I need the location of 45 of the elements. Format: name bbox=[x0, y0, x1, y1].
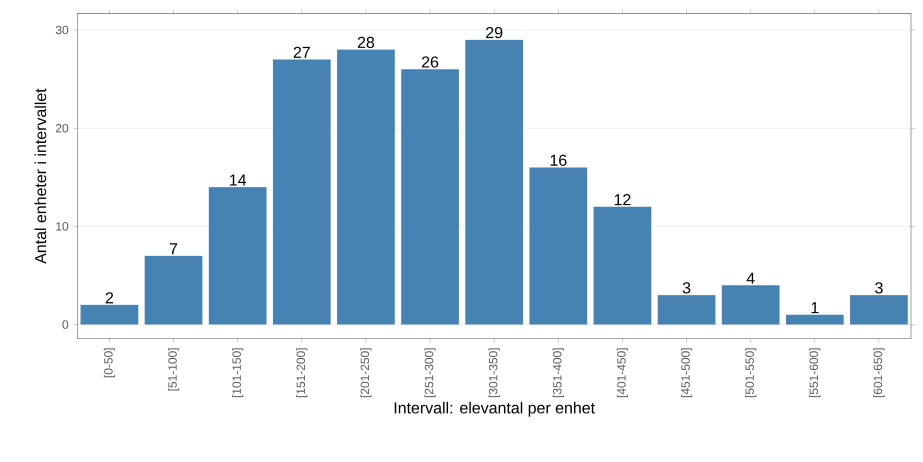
y-tick-label: 30 bbox=[56, 26, 68, 35]
data-label: 4 bbox=[746, 272, 755, 284]
y-tick-label: 0 bbox=[62, 320, 68, 330]
x-axis-title: Intervall: elevantal per enhet bbox=[394, 402, 595, 417]
y-tick-label: 10 bbox=[56, 222, 68, 231]
data-label: 3 bbox=[875, 282, 883, 294]
x-tick-label: [351-400] bbox=[552, 348, 564, 398]
bar bbox=[337, 50, 395, 325]
bar bbox=[786, 314, 844, 325]
x-tick-label: [151-200] bbox=[296, 348, 308, 398]
data-label: 29 bbox=[486, 27, 502, 38]
data-label: 27 bbox=[294, 46, 310, 58]
x-tick-label: [401-450] bbox=[616, 348, 628, 398]
bar bbox=[850, 295, 908, 325]
data-label: 3 bbox=[682, 282, 690, 294]
bar bbox=[529, 168, 588, 325]
data-label: 26 bbox=[422, 56, 438, 68]
x-tick-label: [601-650] bbox=[873, 348, 885, 398]
data-label: 2 bbox=[106, 292, 114, 304]
bar bbox=[80, 305, 138, 325]
data-label: 7 bbox=[170, 244, 178, 254]
data-label: 1 bbox=[812, 302, 818, 314]
data-label: 16 bbox=[550, 154, 566, 166]
x-tick-label: [301-350] bbox=[488, 348, 500, 398]
bar bbox=[272, 60, 331, 325]
bar bbox=[722, 286, 780, 325]
bar bbox=[401, 70, 459, 325]
data-label: 14 bbox=[230, 174, 246, 186]
data-label: 12 bbox=[614, 194, 630, 206]
bar bbox=[465, 40, 524, 325]
y-tick-label: 20 bbox=[56, 124, 68, 133]
bar bbox=[658, 295, 716, 325]
y-axis-title: Antal enheter i intervallet bbox=[34, 88, 46, 264]
bar bbox=[594, 206, 652, 325]
x-tick-label: [201-250] bbox=[360, 348, 372, 398]
x-tick-label: [251-300] bbox=[424, 348, 436, 398]
bar bbox=[208, 187, 267, 325]
x-tick-label: [0-50] bbox=[104, 348, 115, 378]
x-tick-label: [451-500] bbox=[680, 348, 692, 398]
bar bbox=[144, 256, 202, 325]
data-label: 28 bbox=[358, 37, 374, 48]
x-tick-label: [101-150] bbox=[232, 348, 244, 398]
x-tick-label: [51-100] bbox=[168, 348, 180, 391]
x-tick-label: [551-600] bbox=[809, 348, 820, 398]
x-tick-label: [501-550] bbox=[745, 348, 756, 398]
